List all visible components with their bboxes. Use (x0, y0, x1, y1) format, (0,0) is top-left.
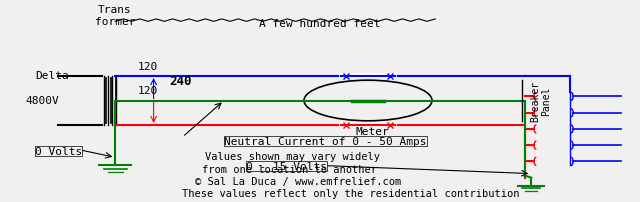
Text: Values shown may vary widely: Values shown may vary widely (205, 152, 380, 162)
Text: 120: 120 (138, 62, 158, 72)
Text: A few hundred feet: A few hundred feet (259, 19, 381, 29)
Text: © Sal La Duca / www.emfrelief.com: © Sal La Duca / www.emfrelief.com (195, 176, 401, 186)
Text: These values reflect only the residential contribution: These values reflect only the residentia… (182, 188, 520, 198)
Text: 0 - 15 Volts: 0 - 15 Volts (246, 162, 328, 172)
Text: 240: 240 (170, 74, 192, 87)
Text: 120: 120 (138, 86, 158, 96)
Text: Delta: Delta (35, 71, 69, 81)
Text: 0 Volts: 0 Volts (35, 146, 83, 157)
Text: from one location to another: from one location to another (202, 164, 376, 174)
Text: Trans
former: Trans former (95, 5, 135, 27)
Text: Breaker
Panel: Breaker Panel (530, 81, 552, 121)
Text: 4800V: 4800V (26, 96, 60, 106)
Text: Meter: Meter (355, 126, 389, 136)
Text: Neutral Current of 0 - 50 Amps: Neutral Current of 0 - 50 Amps (224, 136, 426, 146)
